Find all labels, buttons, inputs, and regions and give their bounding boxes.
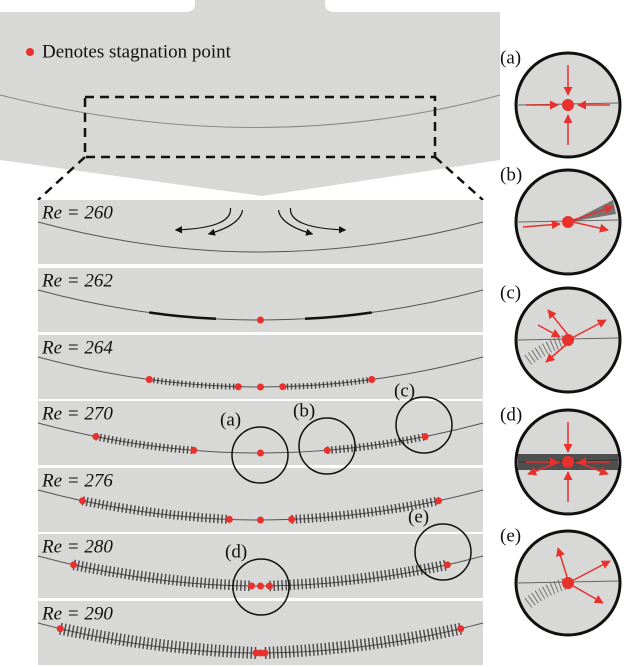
zoom-label: (e) — [408, 506, 429, 527]
stagnation-point — [190, 447, 197, 454]
stagnation-point — [226, 516, 233, 523]
panel-label: Re = 290 — [41, 603, 113, 624]
stagnation-point — [235, 383, 242, 390]
panel: Re = 290 — [38, 601, 483, 665]
inset: (e) — [500, 525, 620, 635]
panel-label: Re = 270 — [41, 403, 113, 424]
legend-dot — [26, 48, 34, 56]
inset-label: (d) — [500, 404, 522, 425]
panel-label: Re = 264 — [41, 337, 113, 358]
inset: (c) — [500, 282, 620, 392]
zoom-label: (a) — [220, 409, 241, 430]
figure: Denotes stagnation point Re = 260Re = 26… — [0, 0, 630, 667]
panel-label: Re = 262 — [41, 270, 113, 291]
stagnation-point — [279, 383, 286, 390]
stagnation-point — [368, 376, 375, 383]
insets: (a) (b) (c) (d) (e) — [500, 47, 620, 635]
stagnation-point — [257, 450, 264, 457]
stagnation-point — [257, 517, 264, 524]
inset-label: (a) — [500, 47, 521, 68]
inset: (b) — [500, 164, 620, 274]
stagnation-point — [92, 433, 99, 440]
zoom-label: (b) — [293, 400, 315, 421]
stagnation-point — [257, 317, 264, 324]
stagnation-point — [266, 582, 273, 589]
stagnation-point — [562, 334, 574, 346]
stagnation-point — [562, 216, 574, 228]
stagnation-point — [57, 625, 64, 632]
stagnation-point — [288, 516, 295, 523]
stagnation-point — [146, 376, 153, 383]
stagnation-point — [562, 456, 574, 468]
stagnation-point — [70, 561, 77, 568]
panel-label: Re = 276 — [41, 470, 113, 491]
inset-label: (c) — [500, 282, 521, 303]
inset-label: (b) — [500, 164, 522, 185]
zoom-label: (c) — [394, 380, 415, 401]
stagnation-point — [257, 583, 264, 590]
stagnation-point — [257, 650, 264, 657]
zoom-label: (d) — [225, 541, 247, 562]
stagnation-point — [324, 447, 331, 454]
stagnation-point — [562, 99, 574, 111]
stagnation-point — [257, 384, 264, 391]
stagnation-point — [79, 497, 86, 504]
legend-text: Denotes stagnation point — [42, 41, 232, 62]
panel-label: Re = 280 — [41, 536, 113, 557]
inset: (a) — [500, 47, 620, 157]
inset: (d) — [500, 404, 620, 514]
stagnation-point — [562, 577, 574, 589]
panel: Re = 264 — [38, 335, 483, 399]
panel: Re = 260 — [38, 200, 483, 264]
stagnation-point — [422, 433, 429, 440]
stagnation-point — [444, 561, 451, 568]
inset-label: (e) — [500, 525, 521, 546]
panel-label: Re = 260 — [41, 202, 113, 223]
stagnation-point — [457, 625, 464, 632]
stagnation-point — [435, 497, 442, 504]
stagnation-point — [248, 582, 255, 589]
panel: Re = 270 — [38, 401, 483, 465]
panels: Re = 260 Re = 262 Re = 264 Re = 270 Re = 276… — [38, 200, 483, 665]
panel: Re = 262 — [38, 268, 483, 332]
